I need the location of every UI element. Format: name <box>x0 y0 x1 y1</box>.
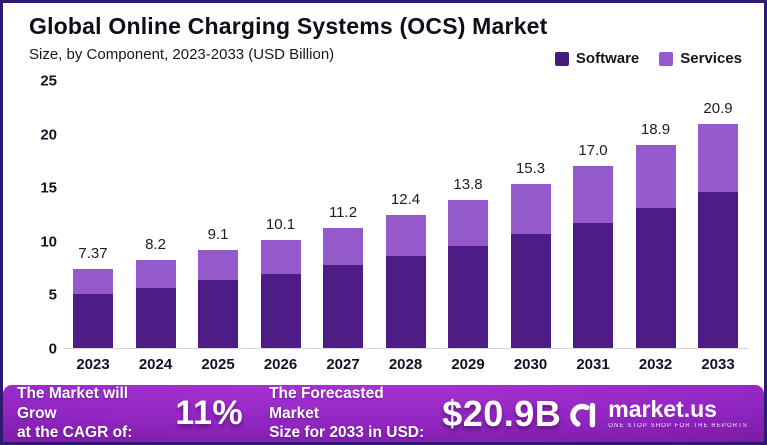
bar-group: 7.37 2023 <box>73 81 113 373</box>
legend-label-software: Software <box>575 50 640 67</box>
bar-segment-services <box>323 227 363 266</box>
bar-segment-services <box>448 200 488 247</box>
bar-chart: 0 5 10 15 20 25 7.37 2023 8.2 2024 9.1 2025 10.1 202… <box>19 74 754 379</box>
bar-segment-software <box>448 246 488 348</box>
bar-total-label: 9.1 <box>207 226 229 244</box>
bar-total-label: 17.0 <box>578 141 608 159</box>
y-tick-label: 25 <box>40 72 57 90</box>
x-axis-label: 2028 <box>388 356 423 373</box>
bar-group: 17.0 2031 <box>573 81 613 373</box>
x-axis-label: 2025 <box>201 356 235 373</box>
forecast-value: $20.9B <box>442 392 562 434</box>
bar-segment-software <box>323 265 363 348</box>
bar-total-label: 7.37 <box>78 245 108 262</box>
y-tick-label: 5 <box>48 286 57 304</box>
bar-segment-software <box>573 222 613 348</box>
x-axis-label: 2027 <box>326 356 360 373</box>
bar-total-label: 20.9 <box>703 99 733 117</box>
chart-subtitle: Size, by Component, 2023-2033 (USD Billi… <box>29 46 335 63</box>
legend-item-services: Services <box>659 50 742 67</box>
x-axis-label: 2030 <box>513 356 548 373</box>
bar-segment-software <box>385 255 426 348</box>
software-swatch <box>554 51 569 66</box>
bar-segment-software <box>135 287 176 348</box>
y-axis: 0 5 10 15 20 25 <box>19 74 57 357</box>
bar-segment-services <box>385 215 426 256</box>
bar-segment-services <box>635 145 676 208</box>
forecast-label: The Forecasted Market Size for 2033 in U… <box>269 385 425 442</box>
bar-total-label: 15.3 <box>515 159 546 177</box>
bar-group: 8.2 2024 <box>135 81 176 373</box>
x-axis-label: 2032 <box>638 356 673 373</box>
bar-group: 9.1 2025 <box>198 81 238 373</box>
legend-label-services: Services <box>680 50 742 67</box>
market-us-logo: market.us One Stop Shop For The Reports <box>561 397 748 431</box>
bar-segment-services <box>73 269 113 295</box>
bar-segment-services <box>698 123 738 192</box>
bar-segment-services <box>135 260 176 288</box>
cagr-label: The Market will Grow at the CAGR of: <box>17 385 133 442</box>
bar-total-label: 18.9 <box>640 121 671 139</box>
x-axis-label: 2023 <box>76 356 110 373</box>
logo-curl-icon <box>570 402 596 427</box>
y-tick-label: 10 <box>40 233 57 251</box>
bar-segment-software <box>698 191 738 348</box>
logo-text: market.us <box>608 396 717 422</box>
bar-group: 18.9 2032 <box>635 81 676 373</box>
legend-item-software: Software <box>554 50 640 67</box>
bar-group: 20.9 2033 <box>698 81 738 373</box>
bottom-banner: The Market will Grow at the CAGR of: 11%… <box>3 385 764 442</box>
bar-segment-services <box>573 165 613 223</box>
bar-total-label: 13.8 <box>453 176 483 194</box>
bar-total-label: 12.4 <box>390 191 421 209</box>
page-title: Global Online Charging Systems (OCS) Mar… <box>29 13 548 39</box>
bar-group: 10.1 2026 <box>260 81 301 373</box>
bar-segment-services <box>260 239 301 275</box>
bar-segment-software <box>260 274 301 348</box>
x-axis-label: 2031 <box>576 356 610 373</box>
cagr-value: 11% <box>175 394 244 432</box>
y-tick-label: 0 <box>48 340 57 358</box>
services-swatch <box>659 51 674 66</box>
x-axis-label: 2029 <box>451 356 485 373</box>
bar-total-label: 8.2 <box>145 236 166 254</box>
x-axis-label: 2024 <box>138 356 173 373</box>
bar-group: 13.8 2029 <box>448 81 488 373</box>
bar-group: 11.2 2027 <box>323 81 363 373</box>
bar-total-label: 10.1 <box>265 215 296 233</box>
x-axis-label: 2033 <box>701 356 735 373</box>
x-axis-label: 2026 <box>263 356 298 373</box>
y-tick-label: 20 <box>40 126 57 144</box>
bar-segment-services <box>198 250 238 281</box>
bar-segment-services <box>510 184 551 235</box>
header: Global Online Charging Systems (OCS) Mar… <box>29 13 752 63</box>
bar-segment-software <box>73 294 113 348</box>
plot-area: 7.37 2023 8.2 2024 9.1 2025 10.1 2026 11.2 2027 12… <box>63 81 748 373</box>
legend: Software Services <box>554 50 742 67</box>
bar-segment-software <box>635 207 676 348</box>
logo-tagline: One Stop Shop For The Reports <box>608 423 748 429</box>
bar-group: 15.3 2030 <box>510 81 551 373</box>
y-tick-label: 15 <box>40 179 57 197</box>
bar-segment-software <box>198 280 238 348</box>
bar-segment-software <box>510 234 551 348</box>
bar-total-label: 11.2 <box>328 203 358 221</box>
bar-group: 12.4 2028 <box>385 81 426 373</box>
